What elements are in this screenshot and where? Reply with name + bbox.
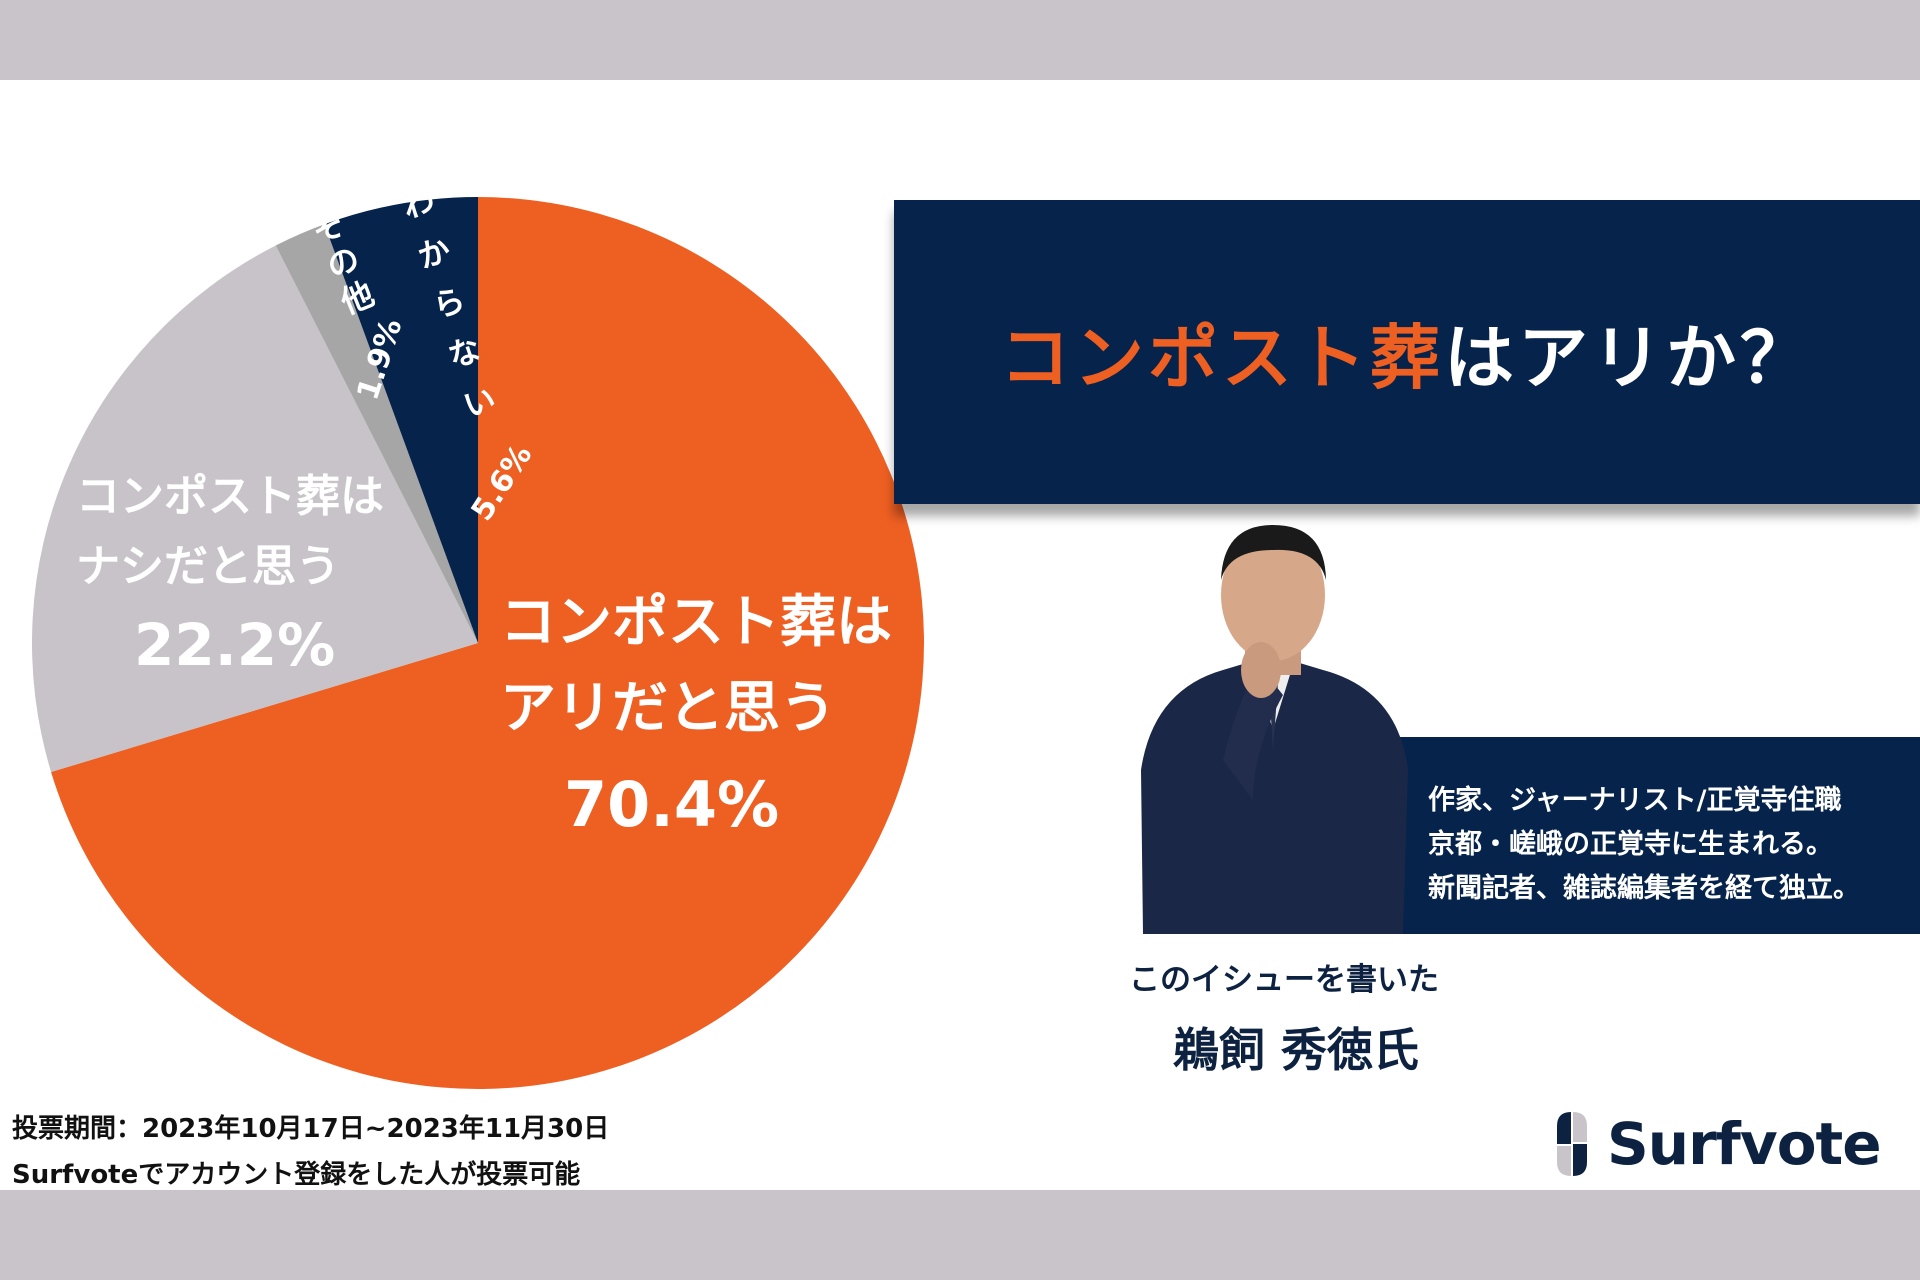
slice-label-no: コンポスト葬は ナシだと思う 22.2% [76,462,384,680]
surfvote-logo[interactable]: Surfvote [1555,1110,1882,1178]
bio-line: 作家、ジャーナリスト/正覚寺住職 [1428,785,1842,816]
pie-slice-yes [51,197,924,1089]
surfvote-logo-icon [1557,1112,1587,1176]
top-band [0,0,1920,80]
slice-label-no-line2: ナシだと思う [76,541,340,592]
pie-slice-no [31,245,478,773]
author-name: 鵜飼 秀徳氏 [1173,1023,1420,1077]
author-bio-box: 作家、ジャーナリスト/正覚寺住職 京都・嵯峨の正覚寺に生まれる。 新聞記者、雑誌… [1378,737,1920,934]
slice-value-yes: 70.4% [564,768,780,841]
pie-slice-other [275,224,478,643]
title-rest: はアリか？ [1444,316,1814,399]
pie-slice-unknown [324,197,478,643]
voting-note: Surfvoteでアカウント登録をした人が投票可能 [12,1160,581,1190]
slice-label-no-line1: コンポスト葬は [76,471,384,522]
surfvote-logo-text: Surfvote [1607,1110,1882,1178]
page-title: コンポスト葬はアリか？ [1000,302,1814,403]
pie-chart [31,197,924,1089]
bio-line: 京都・嵯峨の正覚寺に生まれる。 [1428,829,1833,860]
title-banner: コンポスト葬はアリか？ [894,200,1920,504]
slice-label-yes: コンポスト葬は アリだと思う 70.4% [500,580,892,848]
slice-label-yes-line2: アリだと思う [500,676,836,741]
voting-period: 投票期間：2023年10月17日~2023年11月30日 [12,1114,610,1144]
title-highlight: コンポスト葬 [1000,316,1444,399]
author-caption: このイシューを書いた [1129,962,1439,998]
bottom-band [0,1190,1920,1280]
author-photo [1141,525,1408,934]
bio-line: 新聞記者、雑誌編集者を経て独立。 [1428,873,1860,904]
slice-value-no: 22.2% [134,611,336,679]
slice-label-yes-line1: コンポスト葬は [500,590,892,655]
slice-label-other-text: その他 [302,205,381,326]
